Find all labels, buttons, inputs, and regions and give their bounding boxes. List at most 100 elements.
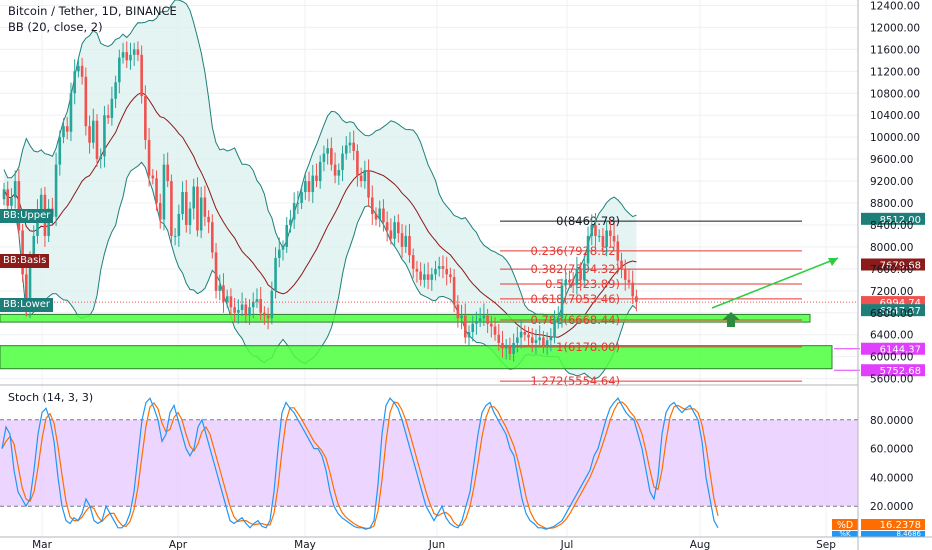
y-tick-label: 10800.00 [870,88,920,100]
candle-body [590,224,594,236]
candle-body [523,331,527,335]
candle-body [17,181,21,231]
candle-body [170,181,173,236]
x-tick-label: May [294,539,316,550]
candle-body [370,197,374,214]
candle-body [363,170,367,182]
candle-body [620,260,623,269]
candle-body [504,345,508,349]
candle-body [378,208,382,220]
y-tick-label: 12000.00 [870,22,920,34]
candle-body [609,230,612,236]
bb-upper-tag: BB:Upper [0,209,54,223]
stoch-tick-label: 20.0000 [870,501,913,513]
candle-body [400,233,404,247]
candle-body [397,222,400,234]
y-tick-label: 11600.00 [870,44,920,56]
candle-body [575,268,579,286]
candle-body [337,170,341,176]
d-tag: %D [837,520,853,531]
y-tick-label: 6000.00 [870,352,913,364]
y-tick-label: 5600.00 [870,374,913,386]
candle-body [415,268,419,272]
k-tag: %K [839,530,851,538]
candle-body [311,175,315,193]
bb-fill [4,0,637,379]
candle-body [21,230,24,275]
candle-body [99,156,103,160]
candle-body [445,268,448,275]
stoch-tick-label: 40.0000 [870,472,913,484]
candle-body [326,148,329,154]
candle-body [486,315,489,324]
candle-body [545,340,549,346]
price-tag: 6847.37 [880,306,921,317]
price-tag: 7679.68 [880,260,921,271]
candle-body [519,331,523,338]
candle-body [281,246,285,250]
price-tag: 6994.74 [880,298,921,309]
candle-body [393,222,396,239]
candle-body [538,337,541,341]
price-tag-bg [861,364,925,377]
candle-body [229,296,233,308]
candle-body [322,153,326,162]
candle-body [184,192,188,225]
candle-body [382,208,385,223]
candle-body [437,266,441,269]
x-tick-label: Sep [816,539,836,550]
candle-body [452,277,456,305]
candle-body [542,337,545,346]
candle-body [586,235,590,264]
candle-body [471,323,475,332]
candle-body [39,194,43,212]
candle-body [512,342,515,354]
candle-body [28,260,32,308]
candle-body [356,150,359,176]
candle-body [192,186,196,209]
candle-body [583,263,586,280]
candle-body [352,142,355,151]
candle-body [285,224,289,247]
candle-body [181,192,184,214]
candle-body [411,255,415,269]
candle-body [564,279,568,286]
candle-body [389,230,393,239]
candle-body [54,164,58,217]
candle-body [568,279,571,283]
candle-body [493,326,497,335]
fib-label: 1(6178.00) [556,340,620,354]
y-tick-label: 6800.00 [870,308,913,320]
candle-body [155,178,158,204]
candle-body [456,304,460,319]
fib-label: 0.382(7594.32) [531,262,620,276]
price-tag-bg [861,258,925,271]
indicator-label: BB (20, close, 2) [8,20,103,34]
y-tick-label: 12400.00 [870,0,920,12]
support-zone [0,313,811,323]
candle-body [233,307,236,313]
candle-body [222,285,225,302]
candle-body [304,181,307,193]
bounce-arrow [722,312,740,327]
candle-body [196,186,199,231]
y-tick-label: 10000.00 [870,132,920,144]
candle-body [579,268,582,280]
candle-body [385,222,389,231]
candle-body [516,337,519,343]
candle-body [73,71,76,94]
candle-body [6,189,10,206]
candle-body [132,49,136,55]
candle-body [367,170,370,198]
candle-body [91,120,95,143]
candle-body [341,153,344,171]
projection-arrow-line [711,257,839,309]
stoch-tick-label: 80.0000 [870,415,913,427]
candle-body [501,342,504,349]
candle-body [32,235,36,261]
candle-body [203,197,207,217]
candle-body [77,65,80,72]
candle-body [601,235,605,247]
